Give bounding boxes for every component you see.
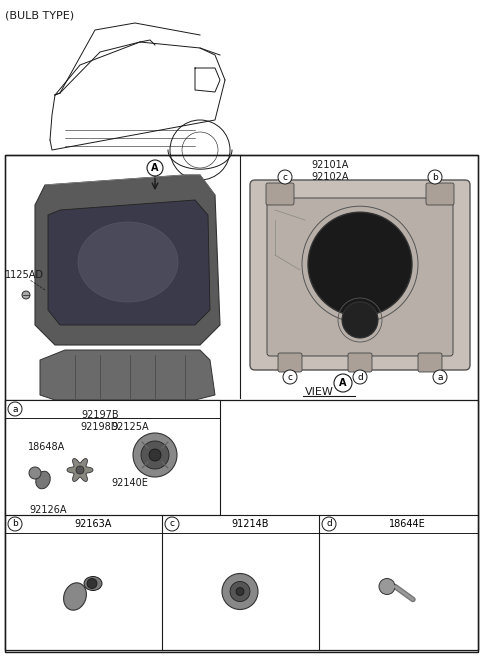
Text: b: b [12,520,18,528]
Circle shape [342,302,378,338]
FancyBboxPatch shape [266,183,294,205]
Text: c: c [288,373,292,382]
Circle shape [236,587,244,595]
Text: 92197B
92198D: 92197B 92198D [81,410,119,432]
Text: 18644E: 18644E [389,519,425,529]
Text: 92140E: 92140E [111,478,148,488]
Circle shape [428,170,442,184]
Circle shape [149,449,161,461]
Polygon shape [67,459,93,482]
Text: a: a [12,405,18,413]
FancyBboxPatch shape [418,353,442,372]
Circle shape [283,370,297,384]
Circle shape [22,291,30,299]
Text: d: d [326,520,332,528]
Circle shape [8,517,22,531]
Circle shape [222,574,258,610]
FancyBboxPatch shape [348,353,372,372]
Circle shape [278,170,292,184]
Polygon shape [35,175,220,345]
Circle shape [76,466,84,474]
Text: 92163A: 92163A [74,519,112,529]
Text: 92125A: 92125A [111,422,149,432]
Ellipse shape [36,471,50,489]
Bar [5,155,478,652]
Circle shape [334,374,352,392]
Circle shape [141,441,169,469]
Text: d: d [357,373,363,382]
Text: 92101A
92102A: 92101A 92102A [311,160,349,181]
Text: 92126A: 92126A [29,505,67,515]
Text: A: A [151,163,159,173]
Text: 1125AD: 1125AD [5,270,44,280]
Bar [5,400,220,515]
Ellipse shape [78,222,178,302]
Text: A: A [339,378,347,388]
Text: (BULB TYPE): (BULB TYPE) [5,10,74,20]
Circle shape [87,579,97,589]
Circle shape [133,433,177,477]
Circle shape [379,579,395,595]
Text: VIEW: VIEW [305,387,334,397]
FancyBboxPatch shape [426,183,454,205]
Circle shape [433,370,447,384]
Ellipse shape [64,583,86,610]
FancyBboxPatch shape [250,180,470,370]
Text: c: c [169,520,175,528]
Polygon shape [40,350,215,400]
Text: b: b [432,173,438,181]
Ellipse shape [29,467,41,479]
Circle shape [147,160,163,176]
Circle shape [165,517,179,531]
Text: c: c [283,173,288,181]
Bar [5,400,478,650]
Circle shape [322,517,336,531]
Circle shape [353,370,367,384]
Bar [5,155,478,650]
Polygon shape [48,200,210,325]
FancyBboxPatch shape [278,353,302,372]
Circle shape [308,212,412,316]
Ellipse shape [84,576,102,591]
Circle shape [8,402,22,416]
Circle shape [230,581,250,602]
Text: 91214B: 91214B [231,519,269,529]
Text: 18648A: 18648A [28,442,65,452]
Text: a: a [437,373,443,382]
FancyBboxPatch shape [267,198,453,356]
